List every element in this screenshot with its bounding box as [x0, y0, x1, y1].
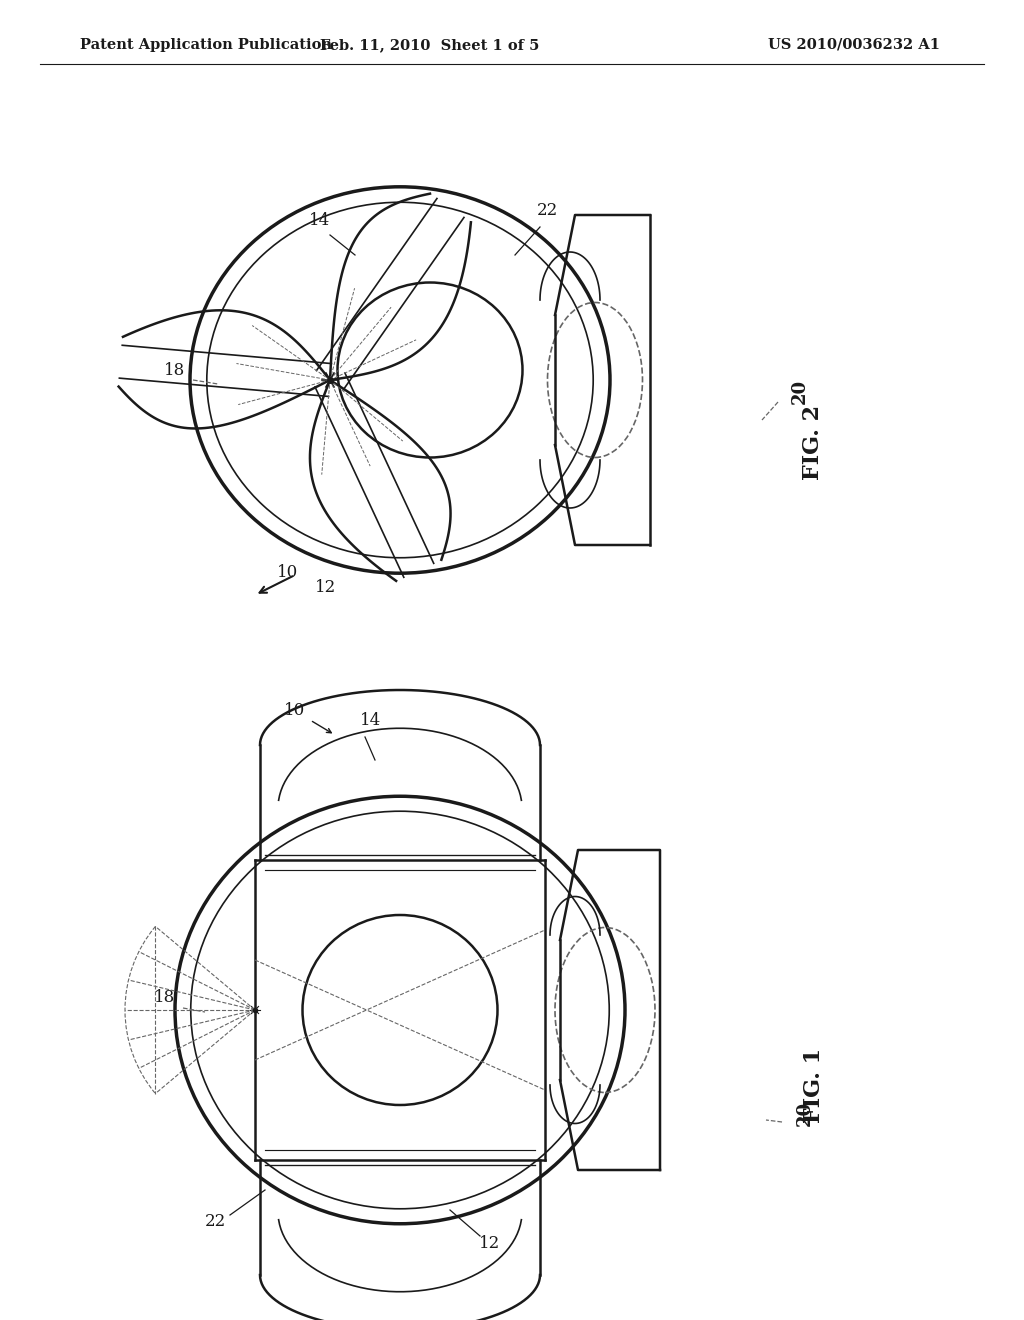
Text: 20: 20 [796, 1101, 814, 1126]
Text: US 2010/0036232 A1: US 2010/0036232 A1 [768, 38, 940, 51]
Text: 20: 20 [791, 379, 809, 404]
Text: 18: 18 [155, 989, 176, 1006]
Text: 22: 22 [205, 1213, 225, 1230]
Text: 22: 22 [537, 202, 558, 219]
Text: 12: 12 [315, 579, 336, 597]
Text: 18: 18 [165, 362, 185, 379]
Text: FIG. 2: FIG. 2 [802, 404, 824, 479]
Text: 14: 14 [360, 711, 381, 729]
Text: FIG. 1: FIG. 1 [803, 1048, 825, 1122]
Text: 12: 12 [479, 1236, 501, 1251]
Text: Feb. 11, 2010  Sheet 1 of 5: Feb. 11, 2010 Sheet 1 of 5 [321, 38, 540, 51]
Text: Patent Application Publication: Patent Application Publication [80, 38, 332, 51]
Text: 14: 14 [309, 213, 331, 228]
Text: 10: 10 [284, 702, 305, 719]
Text: 10: 10 [276, 564, 298, 581]
